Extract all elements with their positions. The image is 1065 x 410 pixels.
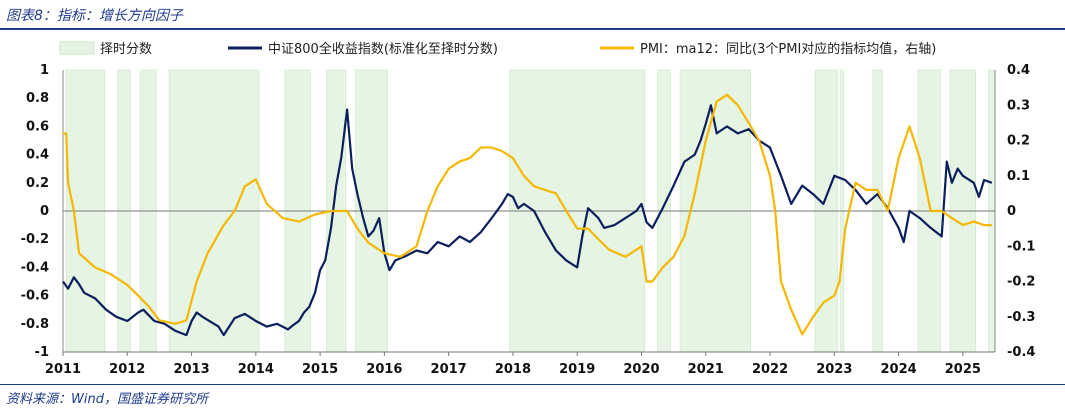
header-divider [0, 28, 1065, 30]
y-right-tick-label: 0.4 [1007, 63, 1030, 78]
x-tick-label: 2021 [688, 362, 724, 377]
x-tick-label: 2013 [173, 362, 209, 377]
y-left-tick-label: -0.8 [21, 317, 49, 332]
x-tick-label: 2023 [816, 362, 852, 377]
index-series-line [62, 104, 993, 337]
y-right-tick-label: 0.1 [1007, 169, 1030, 184]
x-tick-label: 2017 [431, 362, 467, 377]
y-right-tick-label: 0.2 [1007, 134, 1030, 149]
source-note: 资料来源：Wind，国盛证券研究所 [6, 392, 208, 407]
legend-swatch [59, 41, 95, 55]
x-tick-label: 2011 [45, 362, 81, 377]
y-left-tick-label: 0.6 [26, 119, 49, 134]
y-left-tick-label: -0.2 [21, 232, 49, 247]
x-tick-label: 2022 [752, 362, 788, 377]
y-left-tick-label: -0.4 [21, 260, 49, 275]
x-tick-label: 2020 [623, 362, 659, 377]
y-left-tick-label: -1 [35, 345, 49, 360]
y-right-tick-label: -0.3 [1007, 310, 1035, 325]
y-left-tick-label: 0 [40, 204, 49, 219]
y-left-tick-label: 0.8 [26, 91, 49, 106]
legend-item-pmi: PMI：ma12：同比(3个PMI对应的指标均值，右轴) [600, 41, 936, 57]
y-right-tick-label: 0 [1007, 204, 1016, 219]
chart-title: 图表8：指标：增长方向因子 [6, 8, 183, 24]
series-lines [62, 93, 993, 337]
chart-legend: 择时分数 中证800全收益指数(标准化至择时分数) PMI：ma12：同比(3个PM… [59, 41, 936, 57]
x-tick-label: 2019 [559, 362, 595, 377]
x-tick-label: 2018 [495, 362, 531, 377]
y-left-tick-label: -0.6 [21, 289, 49, 304]
x-tick-label: 2015 [302, 362, 338, 377]
y-left-tick-label: 1 [40, 63, 49, 78]
legend-item-timing-score: 择时分数 [59, 41, 152, 57]
y-right-tick-label: -0.2 [1007, 275, 1035, 290]
x-tick-label: 2016 [366, 362, 402, 377]
x-tick-label: 2012 [109, 362, 145, 377]
footer-divider [0, 384, 1065, 385]
y-left-tick-label: 0.4 [26, 148, 49, 163]
pmi-series-line [63, 93, 992, 336]
y-left-tick-label: 0.2 [26, 176, 49, 191]
legend-item-index: 中证800全收益指数(标准化至择时分数) [228, 41, 498, 57]
x-tick-label: 2014 [238, 362, 274, 377]
chart-axes: 1 0.8 0.6 0.4 0.2 0 -0.2 -0.4 -0.6 -0.8 -1 0.4 0.3 0.… [21, 63, 1036, 377]
y-right-tick-label: -0.4 [1007, 345, 1035, 360]
y-right-tick-label: 0.3 [1007, 98, 1030, 113]
legend-label: 中证800全收益指数(标准化至择时分数) [268, 41, 498, 57]
y-right-tick-label: -0.1 [1007, 239, 1035, 254]
legend-label: 择时分数 [100, 42, 152, 57]
chart-header: 图表8：指标：增长方向因子 [0, 0, 1065, 30]
legend-label: PMI：ma12：同比(3个PMI对应的指标均值，右轴) [640, 41, 936, 57]
x-tick-label: 2025 [945, 362, 981, 377]
x-tick-label: 2024 [880, 362, 916, 377]
